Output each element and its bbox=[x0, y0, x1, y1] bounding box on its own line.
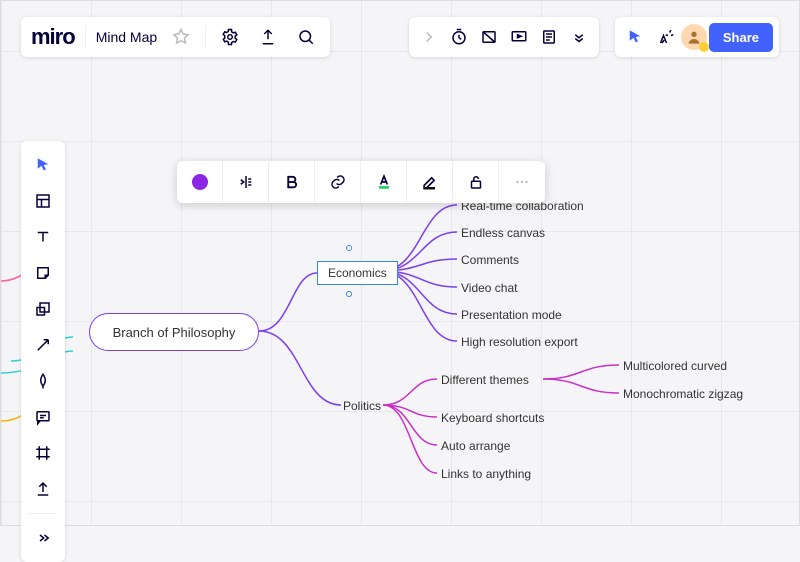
mindmap-node-pres[interactable]: Presentation mode bbox=[461, 308, 562, 322]
separator bbox=[205, 25, 206, 49]
mindmap-node-mono[interactable]: Monochromatic zigzag bbox=[623, 387, 743, 401]
board-header: miro Mind Map bbox=[21, 17, 330, 57]
node-color-button[interactable] bbox=[177, 161, 223, 203]
mindmap-node-label: Economics bbox=[328, 266, 387, 280]
select-tool-icon[interactable] bbox=[25, 149, 61, 181]
mindmap-node-kbd[interactable]: Keyboard shortcuts bbox=[441, 411, 544, 425]
separator bbox=[29, 513, 57, 514]
context-toolbar bbox=[177, 161, 545, 203]
more-menu-icon[interactable] bbox=[565, 23, 593, 51]
share-label: Share bbox=[723, 30, 759, 45]
export-icon[interactable] bbox=[254, 23, 282, 51]
mindmap-node-links[interactable]: Links to anything bbox=[441, 467, 531, 481]
board-title[interactable]: Mind Map bbox=[96, 29, 157, 45]
mindmap-node-hires[interactable]: High resolution export bbox=[461, 335, 578, 349]
hide-frame-icon[interactable] bbox=[475, 23, 503, 51]
more-tools-icon[interactable] bbox=[25, 522, 61, 554]
upload-tool-icon[interactable] bbox=[25, 473, 61, 505]
selection-handle-top[interactable] bbox=[346, 245, 352, 251]
mindmap-node-video[interactable]: Video chat bbox=[461, 281, 518, 295]
reactions-icon[interactable] bbox=[651, 23, 679, 51]
cursor-icon[interactable] bbox=[621, 23, 649, 51]
left-toolbar bbox=[21, 141, 65, 562]
mindmap-node-themes[interactable]: Different themes bbox=[441, 373, 529, 387]
mindmap-root-node[interactable]: Branch of Philosophy bbox=[89, 313, 259, 351]
separator bbox=[85, 25, 86, 49]
link-button[interactable] bbox=[315, 161, 361, 203]
app-logo[interactable]: miro bbox=[31, 24, 75, 50]
search-icon[interactable] bbox=[292, 23, 320, 51]
frame-tool-icon[interactable] bbox=[25, 437, 61, 469]
pen-tool-icon[interactable] bbox=[25, 365, 61, 397]
top-collab-group: Share bbox=[615, 17, 779, 57]
text-tool-icon[interactable] bbox=[25, 221, 61, 253]
mindmap-node-endless[interactable]: Endless canvas bbox=[461, 226, 545, 240]
sticky-note-icon[interactable] bbox=[25, 257, 61, 289]
mindmap-node-selected[interactable]: Economics bbox=[317, 261, 398, 285]
shape-tool-icon[interactable] bbox=[25, 293, 61, 325]
comment-tool-icon[interactable] bbox=[25, 401, 61, 433]
lock-button[interactable] bbox=[453, 161, 499, 203]
align-button[interactable] bbox=[223, 161, 269, 203]
mindmap-node-politics[interactable]: Politics bbox=[343, 399, 381, 413]
selection-handle-bottom[interactable] bbox=[346, 291, 352, 297]
more-options-button[interactable] bbox=[499, 161, 545, 203]
bold-button[interactable] bbox=[269, 161, 315, 203]
share-button[interactable]: Share bbox=[709, 23, 773, 52]
color-dot-icon bbox=[192, 174, 208, 190]
note-icon[interactable] bbox=[535, 23, 563, 51]
highlight-button[interactable] bbox=[407, 161, 453, 203]
mindmap-node-comments[interactable]: Comments bbox=[461, 253, 519, 267]
presentation-icon[interactable] bbox=[505, 23, 533, 51]
chevron-right-icon[interactable] bbox=[415, 23, 443, 51]
templates-icon[interactable] bbox=[25, 185, 61, 217]
text-color-button[interactable] bbox=[361, 161, 407, 203]
mindmap-root-label: Branch of Philosophy bbox=[113, 325, 236, 340]
top-tools-group bbox=[409, 17, 599, 57]
mindmap-node-auto[interactable]: Auto arrange bbox=[441, 439, 510, 453]
star-icon[interactable] bbox=[167, 23, 195, 51]
canvas-grid[interactable] bbox=[1, 1, 799, 525]
user-avatar[interactable] bbox=[681, 24, 707, 50]
mindmap-node-multi[interactable]: Multicolored curved bbox=[623, 359, 727, 373]
connector-tool-icon[interactable] bbox=[25, 329, 61, 361]
settings-icon[interactable] bbox=[216, 23, 244, 51]
timer-icon[interactable] bbox=[445, 23, 473, 51]
